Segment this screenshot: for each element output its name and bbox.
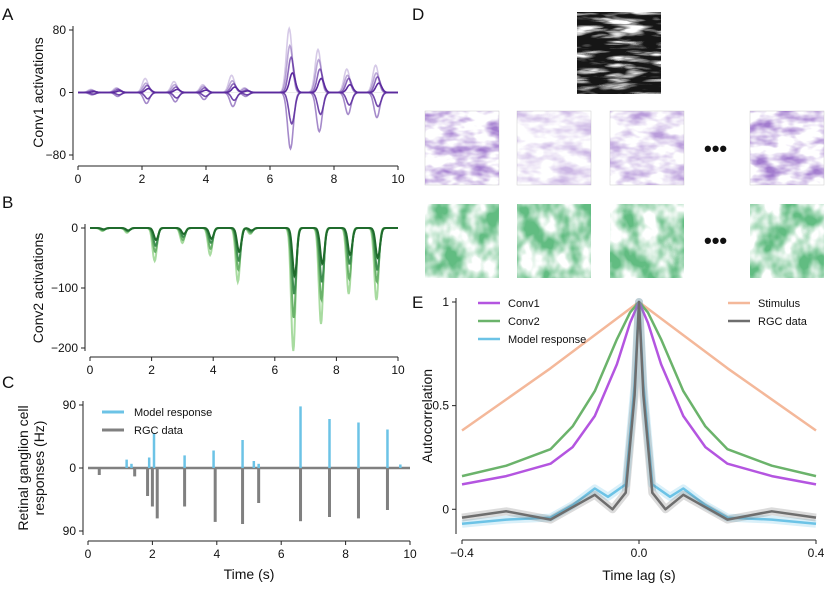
conv1-map-3-texture bbox=[610, 111, 684, 185]
stimulus-image-texture bbox=[577, 12, 661, 94]
y-axis-label: Retinal ganglion cellresponses (Hz) bbox=[15, 405, 47, 530]
conv1-map-4-texture bbox=[750, 111, 824, 185]
x-tick-label: 10 bbox=[391, 172, 405, 186]
legend-label: Conv1 bbox=[508, 298, 540, 310]
x-tick-label: 4 bbox=[213, 547, 220, 561]
y-tick-label: 0 bbox=[59, 86, 66, 100]
x-axis-label: Time (s) bbox=[224, 566, 275, 582]
x-tick-label: 0 bbox=[75, 172, 82, 186]
conv1-trace-4 bbox=[78, 55, 398, 94]
x-tick-label: 8 bbox=[333, 363, 340, 377]
x-tick-label: 0.4 bbox=[808, 546, 825, 560]
conv1-map-1-texture bbox=[425, 111, 499, 185]
conv2-map-4-texture bbox=[750, 204, 824, 278]
panel-label-a: A bbox=[2, 5, 14, 24]
conv1-trace-3 bbox=[78, 91, 398, 151]
y-axis-label: Conv2 activations bbox=[30, 233, 46, 344]
x-tick-label: 10 bbox=[391, 363, 405, 377]
y-tick-label: 90 bbox=[63, 398, 77, 412]
conv2-activation-chart: 0 2 4 6 8 10 0 −100 −200 Conv2 activations bbox=[30, 221, 405, 377]
y-tick-label: −200 bbox=[51, 341, 78, 355]
x-tick-label: 8 bbox=[331, 172, 338, 186]
x-tick-label: 2 bbox=[148, 363, 155, 377]
ellipsis-icon: ••• bbox=[704, 228, 727, 253]
panel-label-d: D bbox=[412, 5, 424, 24]
x-axis-label: Time lag (s) bbox=[602, 567, 675, 583]
y-axis-label: Autocorrelation bbox=[419, 369, 435, 463]
y-tick-label: 90 bbox=[63, 524, 77, 538]
legend-label: Conv2 bbox=[508, 316, 540, 328]
x-tick-label: 2 bbox=[149, 547, 156, 561]
x-tick-label: 6 bbox=[271, 363, 278, 377]
y-axis-label-line: responses (Hz) bbox=[31, 421, 47, 516]
y-tick-label: −80 bbox=[46, 148, 67, 162]
panel-label-e: E bbox=[412, 293, 423, 312]
x-tick-label: 0 bbox=[85, 547, 92, 561]
x-tick-label: 4 bbox=[210, 363, 217, 377]
conv2-map-3-texture bbox=[610, 204, 684, 278]
legend-label: Model response bbox=[508, 334, 586, 346]
panel-label-b: B bbox=[2, 193, 13, 212]
x-tick-label: 4 bbox=[203, 172, 210, 186]
conv2-map-1-texture bbox=[425, 204, 499, 278]
conv2-trace-4 bbox=[90, 227, 398, 279]
x-tick-label: 0 bbox=[87, 363, 94, 377]
x-tick-label: 10 bbox=[403, 547, 417, 561]
legend-label: Stimulus bbox=[758, 298, 801, 310]
legend-label: Model response bbox=[134, 407, 212, 419]
x-tick-label: 6 bbox=[267, 172, 274, 186]
feature-map-panel: ••• ••• bbox=[424, 12, 825, 278]
rgc-data-line bbox=[461, 300, 817, 521]
legend-label: RGC data bbox=[134, 425, 184, 437]
conv2-map-2-texture bbox=[517, 204, 591, 278]
conv1-trace-6 bbox=[78, 72, 398, 94]
y-tick-label: 0 bbox=[71, 221, 78, 235]
y-tick-label: 0 bbox=[442, 502, 449, 516]
rgc-response-chart: 0 2 4 6 8 10 90 0 90 Retinal ganglion cellrespons… bbox=[15, 398, 417, 582]
y-axis-label: Conv1 activations bbox=[30, 37, 46, 148]
panel-label-c: C bbox=[2, 373, 14, 392]
y-tick-label: 1 bbox=[442, 295, 449, 309]
x-tick-label: −0.4 bbox=[450, 546, 474, 560]
y-tick-label: 0 bbox=[69, 461, 76, 475]
legend-label: RGC data bbox=[758, 316, 808, 328]
y-tick-label: −100 bbox=[51, 281, 78, 295]
x-tick-label: 8 bbox=[342, 547, 349, 561]
conv1-map-2-texture bbox=[517, 111, 591, 185]
y-tick-label: 0.5 bbox=[432, 399, 449, 413]
x-tick-label: 0.0 bbox=[631, 546, 648, 560]
y-tick-label: 80 bbox=[53, 23, 67, 37]
x-tick-label: 6 bbox=[278, 547, 285, 561]
ellipsis-icon: ••• bbox=[704, 136, 727, 161]
x-tick-label: 2 bbox=[139, 172, 146, 186]
autocorrelation-chart: −0.4 0.0 0.4 1 0.5 0 Autocorrelation Time lag (… bbox=[419, 295, 825, 583]
y-axis-label-line: Retinal ganglion cell bbox=[15, 405, 31, 530]
